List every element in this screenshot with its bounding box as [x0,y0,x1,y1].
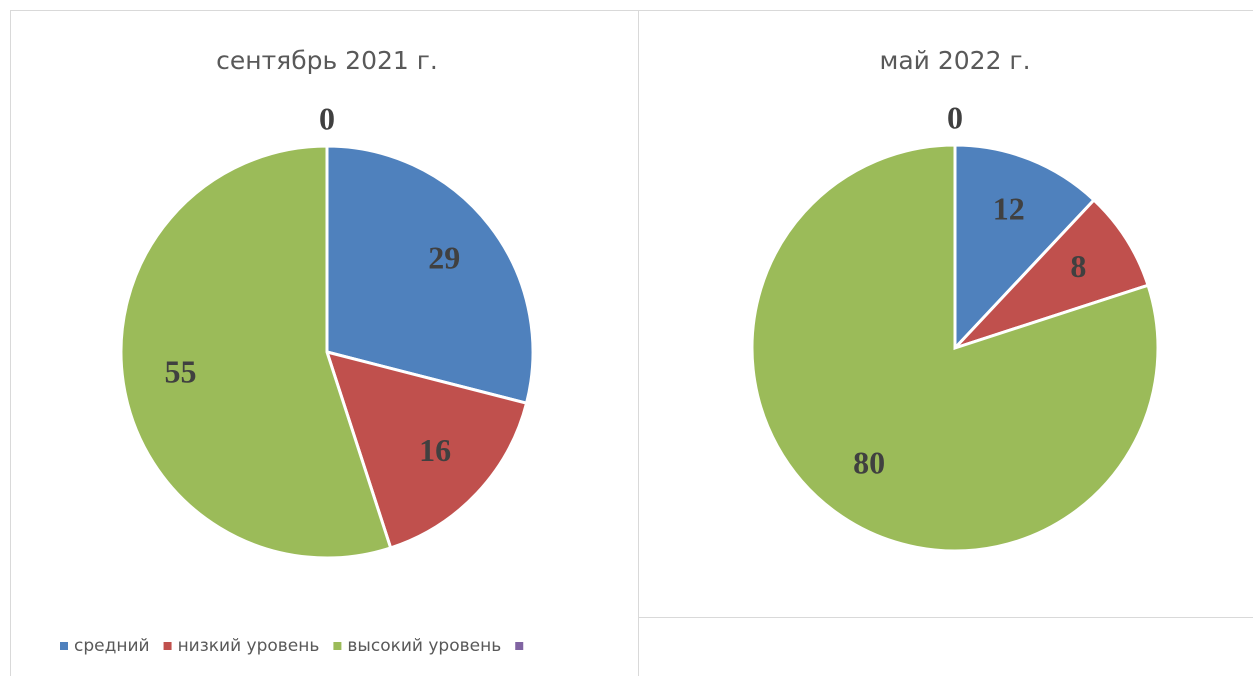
legend-label: высокий уровень [347,636,501,656]
data-label: 0 [319,100,335,136]
chart-title: сентябрь 2021 г. [216,46,438,75]
pie-slice [119,144,393,560]
pie-slice [324,349,529,550]
legend-swatch [163,642,172,650]
data-label: 16 [419,432,451,468]
data-label: 8 [1070,248,1086,284]
legend-swatch [333,642,342,650]
data-label: 29 [428,239,460,275]
legend-swatch [60,642,68,650]
data-label: 80 [853,445,885,481]
data-label: 55 [165,354,197,390]
pie-slice [953,143,1097,352]
pie-slice [325,144,535,406]
legend-label: средний [74,636,150,656]
pie-slice [953,197,1150,350]
legend-swatch [515,642,524,650]
data-label: 12 [993,190,1025,226]
chart-title: май 2022 г. [879,46,1030,75]
data-label: 0 [947,99,963,135]
pie-slice [750,143,1160,553]
legend-label: низкий уровень [178,636,320,656]
